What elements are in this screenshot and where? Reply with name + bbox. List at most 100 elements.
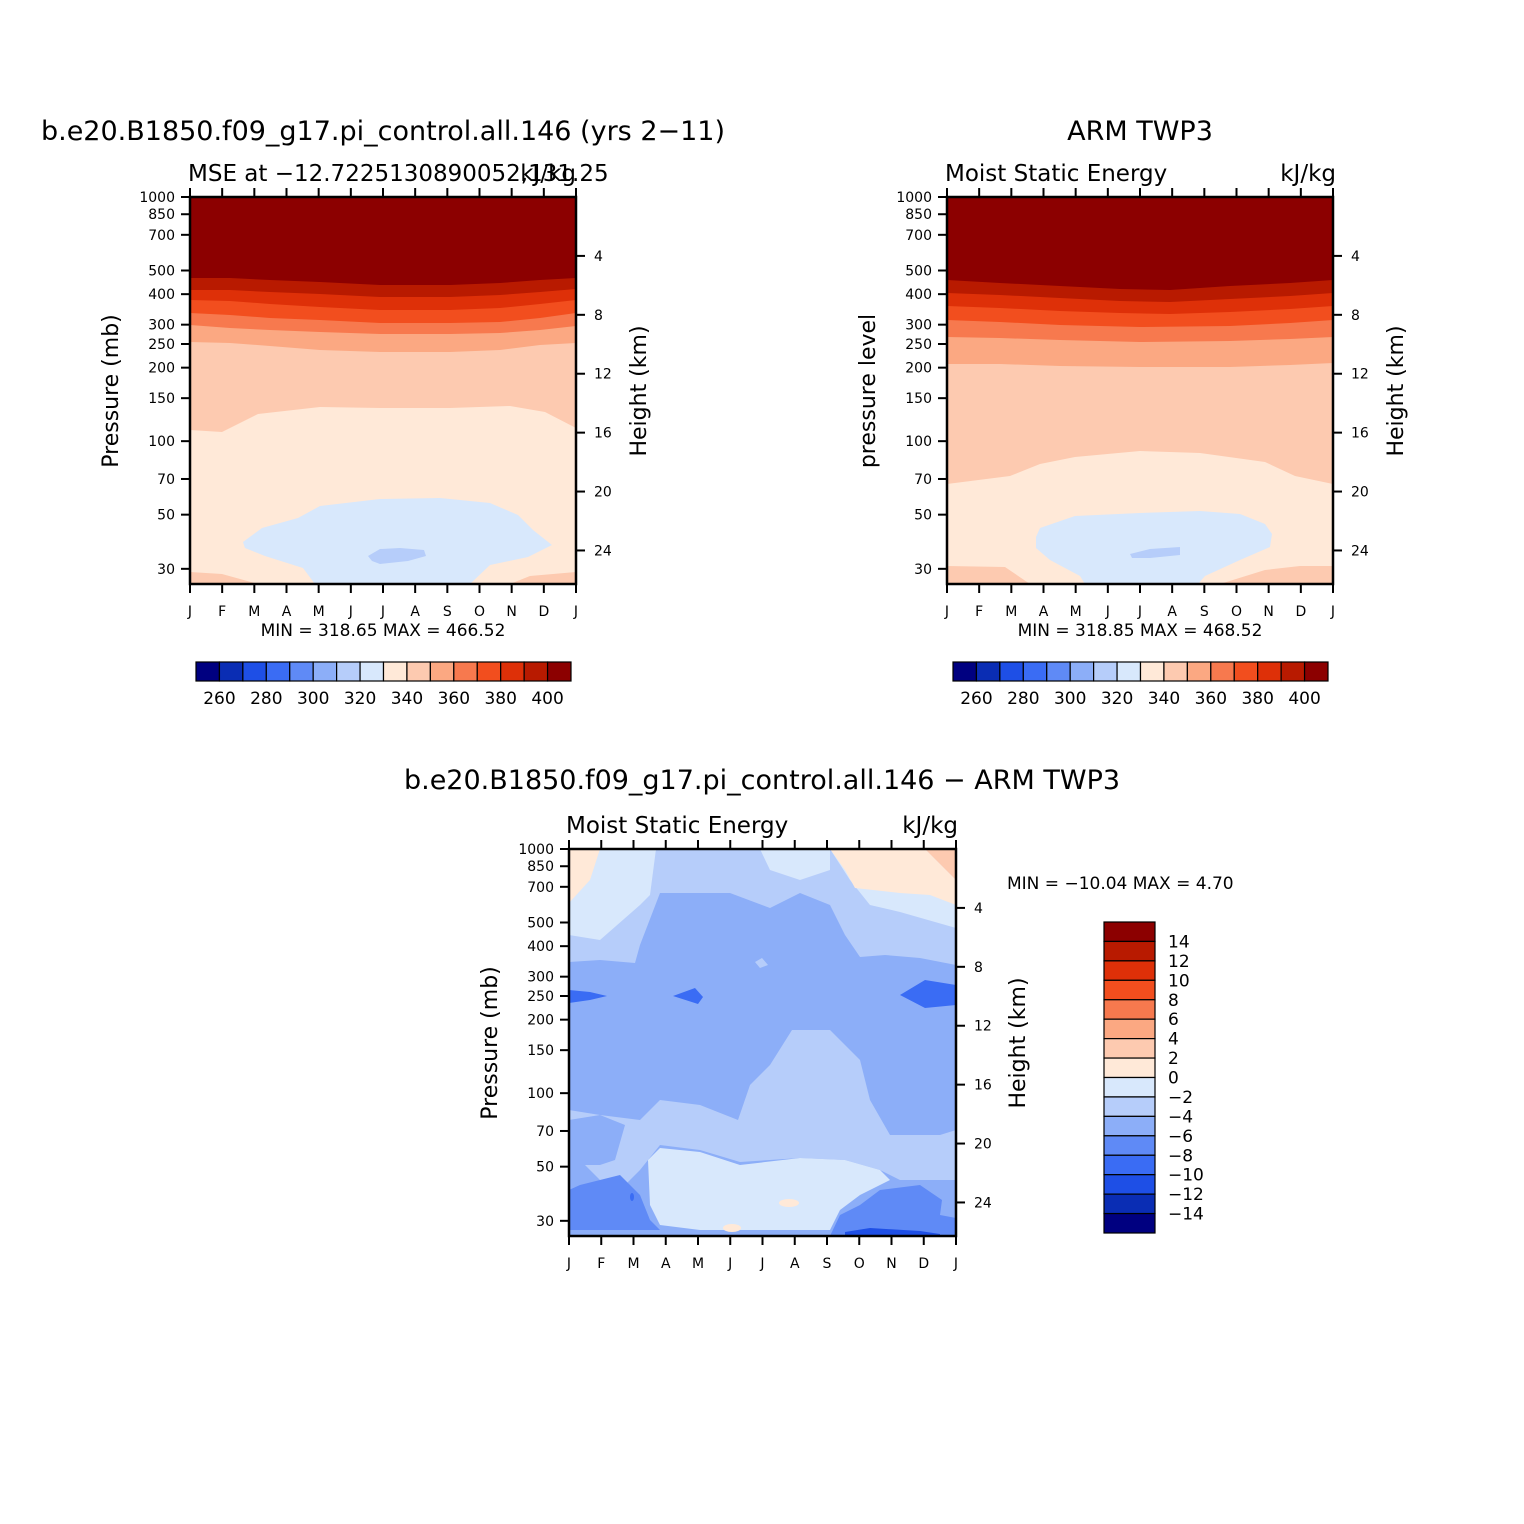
contour-fill-minus2-spot: [755, 958, 768, 968]
colorbar-label: −8: [1168, 1146, 1193, 1166]
y-tick-label: 1000: [518, 842, 554, 858]
x-tick-label: J: [1105, 604, 1110, 620]
x-tick-label: A: [410, 604, 420, 620]
contour-fill-minus10-surface: [845, 1228, 940, 1236]
contour-fill-4-aloft-right: [925, 849, 956, 880]
colorbar-swatch: [1103, 921, 1156, 943]
colorbar-swatch: [1046, 661, 1071, 682]
x-tick-label: F: [218, 604, 226, 620]
x-tick-label: D: [1295, 604, 1306, 620]
colorbar-label: 280: [250, 689, 282, 709]
contour-fill-minus4-lower-left: [569, 1115, 625, 1170]
y2-tick-label: 20: [1351, 485, 1369, 501]
panel-obs-title: ARM TWP3: [1067, 116, 1213, 147]
colorbar-swatch: [429, 661, 455, 682]
colorbar-swatch: [1103, 1018, 1156, 1040]
panel-obs-colorbar: 260 280 300 320 340 360 380 400: [952, 661, 1329, 709]
y-tick-label: 850: [905, 207, 932, 223]
colorbar-label: 12: [1168, 952, 1190, 972]
x-tick-label: N: [886, 1256, 896, 1272]
y-tick-label: 150: [905, 391, 932, 407]
panel-diff-subtitle-left: Moist Static Energy: [566, 813, 788, 839]
colorbar-swatch: [1103, 1096, 1156, 1117]
colorbar-swatch: [975, 661, 1001, 682]
panel-obs-y2-axis-label: Height (km): [1384, 325, 1409, 456]
x-tick-label: M: [313, 604, 325, 620]
contour-fill-2-spot-jun: [723, 1224, 741, 1232]
y-tick-label: 250: [527, 989, 554, 1005]
colorbar-swatch: [1069, 661, 1095, 682]
panel-diff-y2-axis-label: Height (km): [1006, 977, 1031, 1108]
colorbar-swatch: [500, 661, 525, 682]
colorbar-swatch: [1103, 1057, 1156, 1079]
colorbar-swatch: [289, 661, 314, 682]
colorbar-swatch: [1103, 960, 1156, 981]
y2-tick-label: 20: [594, 485, 612, 501]
x-tick-label: O: [474, 604, 485, 620]
y2-tick-label: 8: [594, 308, 603, 324]
colorbar-label: −6: [1168, 1127, 1193, 1147]
x-tick-label: D: [918, 1256, 929, 1272]
x-tick-label: F: [975, 604, 983, 620]
x-tick-label: A: [282, 604, 292, 620]
y-tick-label: 1000: [896, 190, 932, 206]
contour-fill-minus6-100mb-left: [569, 990, 607, 1003]
y-tick-label: 200: [905, 361, 932, 377]
y2-tick-label: 24: [974, 1195, 992, 1211]
contour-fill-2-aloft-right: [830, 849, 956, 905]
x-tick-label: N: [506, 604, 516, 620]
contour-fill-320: [1036, 511, 1272, 584]
y-tick-label: 70: [157, 472, 175, 488]
contour-fill-2-spot-aug: [779, 1199, 799, 1207]
panel-diff-field: [569, 849, 956, 1236]
panel-model-colorbar: 260 280 300 320 340 360 380 400: [195, 661, 572, 709]
colorbar-label: 400: [1288, 689, 1320, 709]
colorbar-label: 2: [1168, 1049, 1179, 1069]
x-tick-label: A: [790, 1256, 800, 1272]
y2-tick-label: 12: [974, 1019, 992, 1035]
panel-model-axes: J F M A M J J A S O N D J 30 50 70 100 150 200 250 300 400 500…: [139, 188, 612, 620]
colorbar-swatch: [523, 661, 549, 682]
panel-model-y2-axis-label: Height (km): [627, 325, 652, 456]
contour-fill-minus6-100mb-mid: [673, 988, 703, 1004]
contour-fill-minus6-lower-right: [830, 1185, 956, 1236]
y-tick-label: 500: [527, 915, 554, 931]
colorbar-swatch: [242, 661, 267, 682]
contour-fill-minus2-mid: [569, 1030, 956, 1190]
colorbar-label: 380: [1241, 689, 1273, 709]
colorbar-label: 300: [1054, 689, 1086, 709]
x-tick-label: F: [597, 1256, 605, 1272]
panel-obs-y-axis-label: pressure level: [856, 314, 881, 468]
y-tick-label: 250: [148, 337, 175, 353]
panel-diff-min-max: MIN = −10.04 MAX = 4.70: [1007, 874, 1234, 894]
colorbar-swatch: [1103, 1076, 1156, 1098]
contour-fill-minus6-spot: [630, 1193, 634, 1201]
x-tick-label: J: [348, 604, 353, 620]
colorbar-swatch: [1103, 999, 1156, 1020]
panel-obs-axes: J F M A M J J A S O N D J 30 50 70 100 150 200 250 300 400 500…: [896, 188, 1369, 620]
y2-tick-label: 12: [594, 367, 612, 383]
panel-model-y-axis-label: Pressure (mb): [99, 314, 124, 468]
colorbar-swatch: [1103, 940, 1156, 962]
colorbar-swatch: [1280, 661, 1306, 682]
contour-fill-310: [368, 548, 426, 564]
panel-model-subtitle-right: kJ/kg: [520, 161, 576, 187]
colorbar-swatch: [1103, 1135, 1156, 1156]
y2-tick-label: 8: [1351, 308, 1360, 324]
contour-fill-0-lower: [648, 1148, 890, 1230]
colorbar-swatch: [406, 661, 431, 682]
contour-fill-minus6-lower-left: [569, 1175, 660, 1230]
colorbar-swatch: [1186, 661, 1212, 682]
colorbar-label: 14: [1168, 932, 1190, 952]
y2-tick-label: 4: [1351, 249, 1360, 265]
colorbar-label: 0: [1168, 1069, 1179, 1089]
contour-fill-310: [1130, 547, 1180, 558]
colorbar-label: −14: [1168, 1205, 1204, 1225]
y-tick-label: 150: [148, 391, 175, 407]
y-tick-label: 50: [914, 508, 932, 524]
y-tick-label: 850: [148, 207, 175, 223]
x-tick-label: J: [759, 1256, 764, 1272]
contour-fill-0-aloft-top: [656, 849, 830, 880]
